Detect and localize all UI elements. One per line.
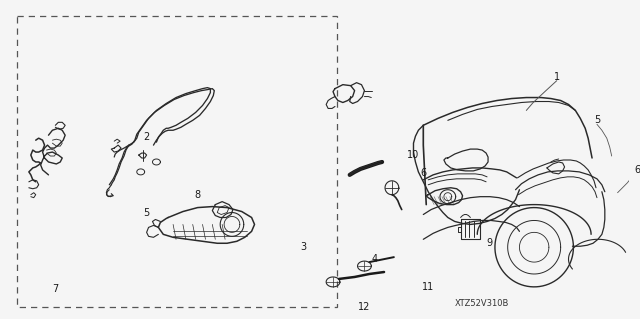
Text: 2: 2 bbox=[143, 132, 150, 142]
Text: 5: 5 bbox=[143, 208, 150, 218]
Text: 6: 6 bbox=[420, 168, 426, 178]
Text: 4: 4 bbox=[371, 254, 378, 264]
Text: 3: 3 bbox=[301, 242, 307, 252]
Text: 10: 10 bbox=[408, 150, 420, 160]
Text: 8: 8 bbox=[195, 190, 201, 200]
Text: 5: 5 bbox=[594, 115, 600, 125]
Text: 6: 6 bbox=[634, 165, 640, 175]
Text: 11: 11 bbox=[422, 282, 435, 292]
Text: 9: 9 bbox=[486, 238, 492, 248]
Text: 12: 12 bbox=[358, 302, 371, 312]
Text: 1: 1 bbox=[554, 72, 560, 82]
Text: 7: 7 bbox=[52, 284, 58, 294]
Text: XTZ52V310B: XTZ52V310B bbox=[455, 299, 509, 308]
